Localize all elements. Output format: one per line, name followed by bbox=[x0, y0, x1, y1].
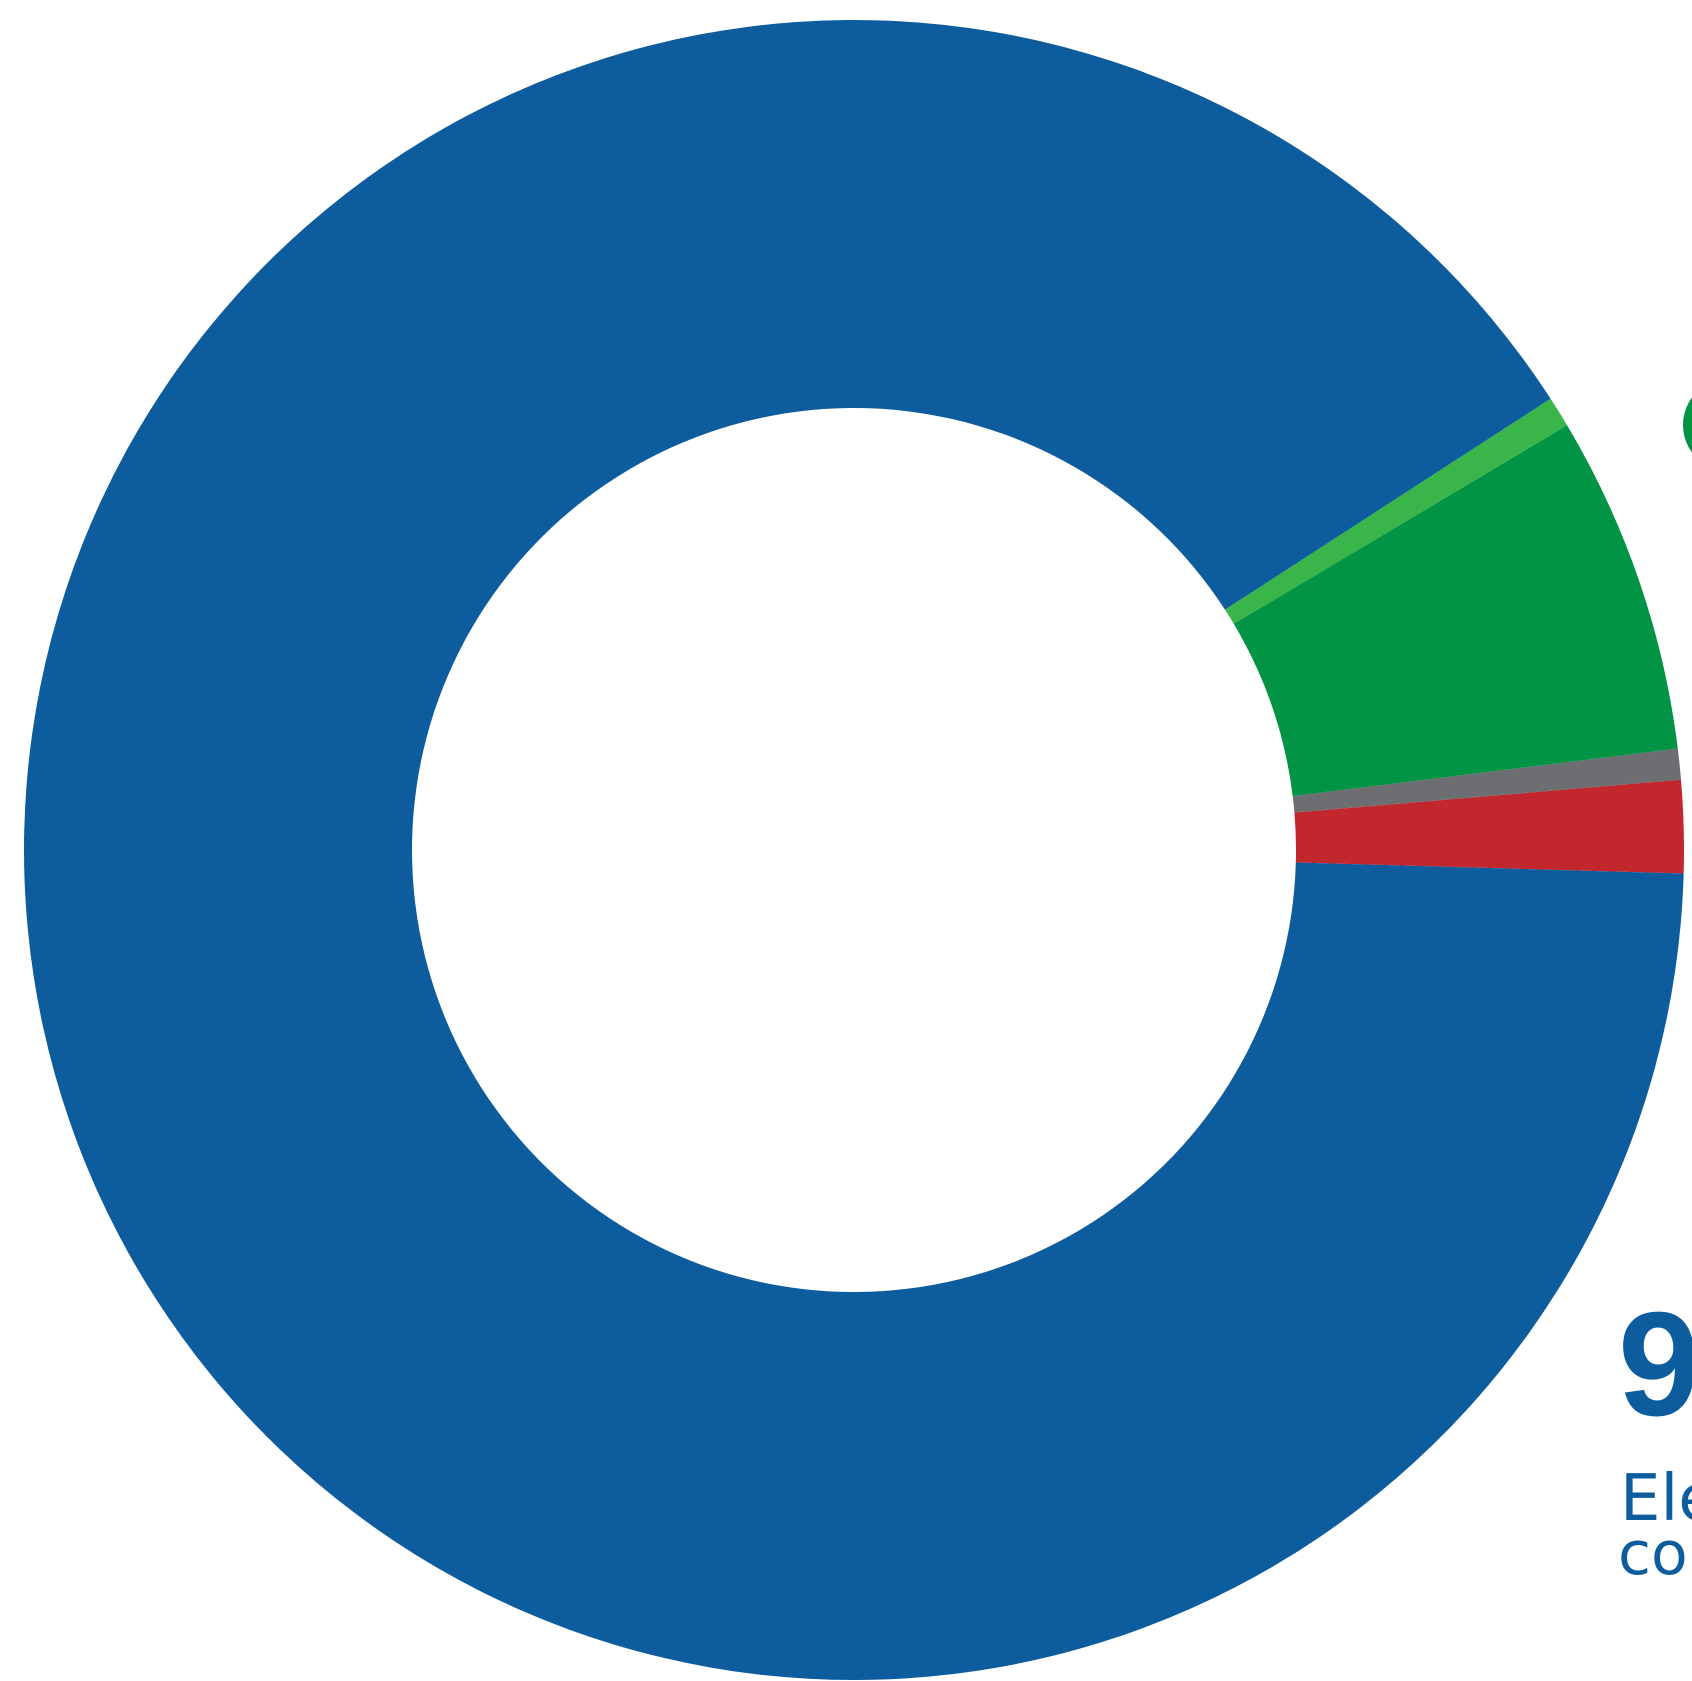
callout: 9 Ele co bbox=[1618, 1282, 1692, 1589]
callout-label: Ele bbox=[1620, 1462, 1692, 1536]
donut-slices bbox=[24, 20, 1684, 1680]
donut-slice-1 bbox=[1292, 748, 1682, 813]
callout-subtext: co bbox=[1618, 1519, 1688, 1589]
donut-slice-4 bbox=[24, 20, 1684, 1680]
donut-slice-3 bbox=[1224, 398, 1568, 624]
green-callout-fragment bbox=[1683, 397, 1692, 453]
callout-value: 9 bbox=[1618, 1282, 1692, 1447]
donut-slice-2 bbox=[1233, 425, 1678, 796]
donut-slice-0 bbox=[1294, 779, 1684, 874]
